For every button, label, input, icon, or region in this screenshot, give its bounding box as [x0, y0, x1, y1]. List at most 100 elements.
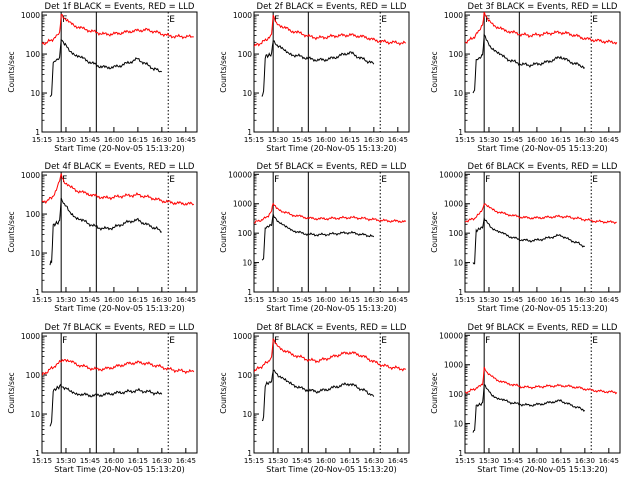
y-tick-label: 10: [242, 259, 252, 268]
marker-label: F: [274, 336, 279, 346]
y-tick-label: 1000: [233, 11, 252, 20]
marker-label: F: [62, 15, 67, 25]
y-axis-label: Counts/sec: [430, 372, 439, 413]
y-tick-label: 100: [238, 50, 253, 59]
x-axis-label: Start Time (20-Nov-05 15:13:20): [266, 304, 396, 313]
x-tick-label: 16:00: [527, 296, 547, 304]
x-tick-label: 16:15: [551, 136, 571, 144]
panel-title: Det 1f BLACK = Events, RED = LLD: [45, 2, 195, 12]
y-axis-label: Counts/sec: [219, 372, 228, 413]
x-tick-label: 16:15: [551, 296, 571, 304]
x-tick-label: 16:30: [152, 296, 172, 304]
series-red-lld: [465, 203, 617, 225]
panel-3: Det 3f BLACK = Events, RED = LLD 1 10 100 10…: [430, 2, 621, 153]
y-tick-label: 100: [26, 371, 41, 380]
series-black-events: [49, 197, 162, 266]
x-tick-label: 16:00: [104, 296, 124, 304]
x-tick-label: 15:15: [244, 136, 264, 144]
x-tick-label: 16:45: [388, 136, 408, 144]
y-tick-label: 10: [30, 89, 40, 98]
x-tick-label: 15:45: [292, 136, 312, 144]
x-tick-label: 16:45: [599, 136, 619, 144]
x-tick-label: 16:45: [176, 136, 196, 144]
panel-title: Det 5f BLACK = Events, RED = LLD: [257, 162, 407, 172]
x-tick-label: 16:45: [388, 296, 408, 304]
y-axis-label: Counts/sec: [219, 211, 228, 252]
x-axis-label: Start Time (20-Nov-05 15:13:20): [266, 144, 396, 153]
marker-label: F: [274, 175, 279, 185]
x-tick-label: 15:45: [80, 296, 100, 304]
y-tick-label: 10: [242, 410, 252, 419]
y-tick-label: 1000: [444, 11, 463, 20]
marker-label: F: [62, 175, 67, 185]
x-tick-label: 15:30: [479, 296, 499, 304]
x-tick-label: 16:15: [551, 457, 571, 465]
panel-5: Det 5f BLACK = Events, RED = LLD 1 10 100 10…: [219, 162, 410, 313]
x-axis-label: Start Time (20-Nov-05 15:13:20): [266, 465, 396, 474]
panel-1: Det 1f BLACK = Events, RED = LLD 1 10 100 10…: [7, 2, 198, 153]
y-tick-label: 100: [449, 50, 464, 59]
x-tick-label: 16:30: [152, 457, 172, 465]
y-tick-label: 10000: [228, 170, 252, 179]
y-tick-label: 10: [453, 89, 463, 98]
x-tick-label: 15:45: [503, 296, 523, 304]
x-tick-label: 15:15: [455, 457, 475, 465]
x-tick-label: 15:15: [244, 457, 264, 465]
x-tick-label: 16:00: [316, 457, 336, 465]
x-tick-label: 16:15: [340, 136, 360, 144]
y-tick-label: 1: [35, 288, 40, 297]
x-tick-label: 15:15: [244, 296, 264, 304]
marker-label: E: [169, 15, 175, 25]
y-tick-label: 1000: [444, 200, 463, 209]
x-tick-label: 16:00: [316, 136, 336, 144]
x-axis-label: Start Time (20-Nov-05 15:13:20): [477, 144, 607, 153]
panel-title: Det 9f BLACK = Events, RED = LLD: [468, 323, 618, 333]
y-tick-label: 1: [247, 288, 252, 297]
y-tick-label: 100: [449, 229, 464, 238]
x-tick-label: 15:30: [268, 296, 288, 304]
x-tick-label: 15:15: [32, 296, 52, 304]
marker-label: E: [592, 175, 598, 185]
x-tick-label: 16:30: [152, 136, 172, 144]
x-tick-label: 16:15: [128, 457, 148, 465]
series-black-events: [49, 383, 163, 427]
x-axis-label: Start Time (20-Nov-05 15:13:20): [477, 465, 607, 474]
y-tick-label: 1: [35, 449, 40, 458]
x-tick-label: 16:30: [364, 457, 384, 465]
y-tick-label: 1000: [21, 11, 40, 20]
x-tick-label: 16:00: [104, 136, 124, 144]
x-tick-label: 16:30: [575, 457, 595, 465]
x-tick-label: 16:15: [128, 296, 148, 304]
x-axis-label: Start Time (20-Nov-05 15:13:20): [54, 465, 184, 474]
series-red-lld: [254, 337, 406, 373]
plot-frame: [41, 11, 198, 133]
plot-frame: [253, 171, 410, 293]
panel-7: Det 7f BLACK = Events, RED = LLD 1 10 100 10…: [7, 323, 198, 474]
panel-title: Det 7f BLACK = Events, RED = LLD: [45, 323, 195, 333]
plot-frame: [464, 11, 621, 133]
y-tick-label: 1: [247, 449, 252, 458]
x-tick-label: 15:15: [32, 136, 52, 144]
series-red-lld: [254, 14, 407, 47]
x-tick-label: 16:45: [388, 457, 408, 465]
x-tick-label: 16:15: [340, 457, 360, 465]
panel-title: Det 4f BLACK = Events, RED = LLD: [45, 162, 195, 172]
marker-label: F: [274, 15, 279, 25]
x-tick-label: 16:00: [316, 296, 336, 304]
x-tick-label: 15:45: [80, 136, 100, 144]
x-tick-label: 16:15: [128, 136, 148, 144]
marker-label: F: [485, 336, 490, 346]
x-tick-label: 15:15: [455, 136, 475, 144]
panel-title: Det 2f BLACK = Events, RED = LLD: [257, 2, 407, 12]
marker-label: F: [62, 336, 67, 346]
x-tick-label: 15:45: [292, 296, 312, 304]
plot-frame: [464, 332, 621, 454]
x-tick-label: 15:30: [479, 457, 499, 465]
x-tick-label: 16:30: [364, 296, 384, 304]
x-tick-label: 16:45: [599, 296, 619, 304]
x-tick-label: 16:30: [364, 136, 384, 144]
x-tick-label: 15:45: [292, 457, 312, 465]
y-axis-label: Counts/sec: [7, 51, 16, 92]
y-axis-label: Counts/sec: [7, 211, 16, 252]
